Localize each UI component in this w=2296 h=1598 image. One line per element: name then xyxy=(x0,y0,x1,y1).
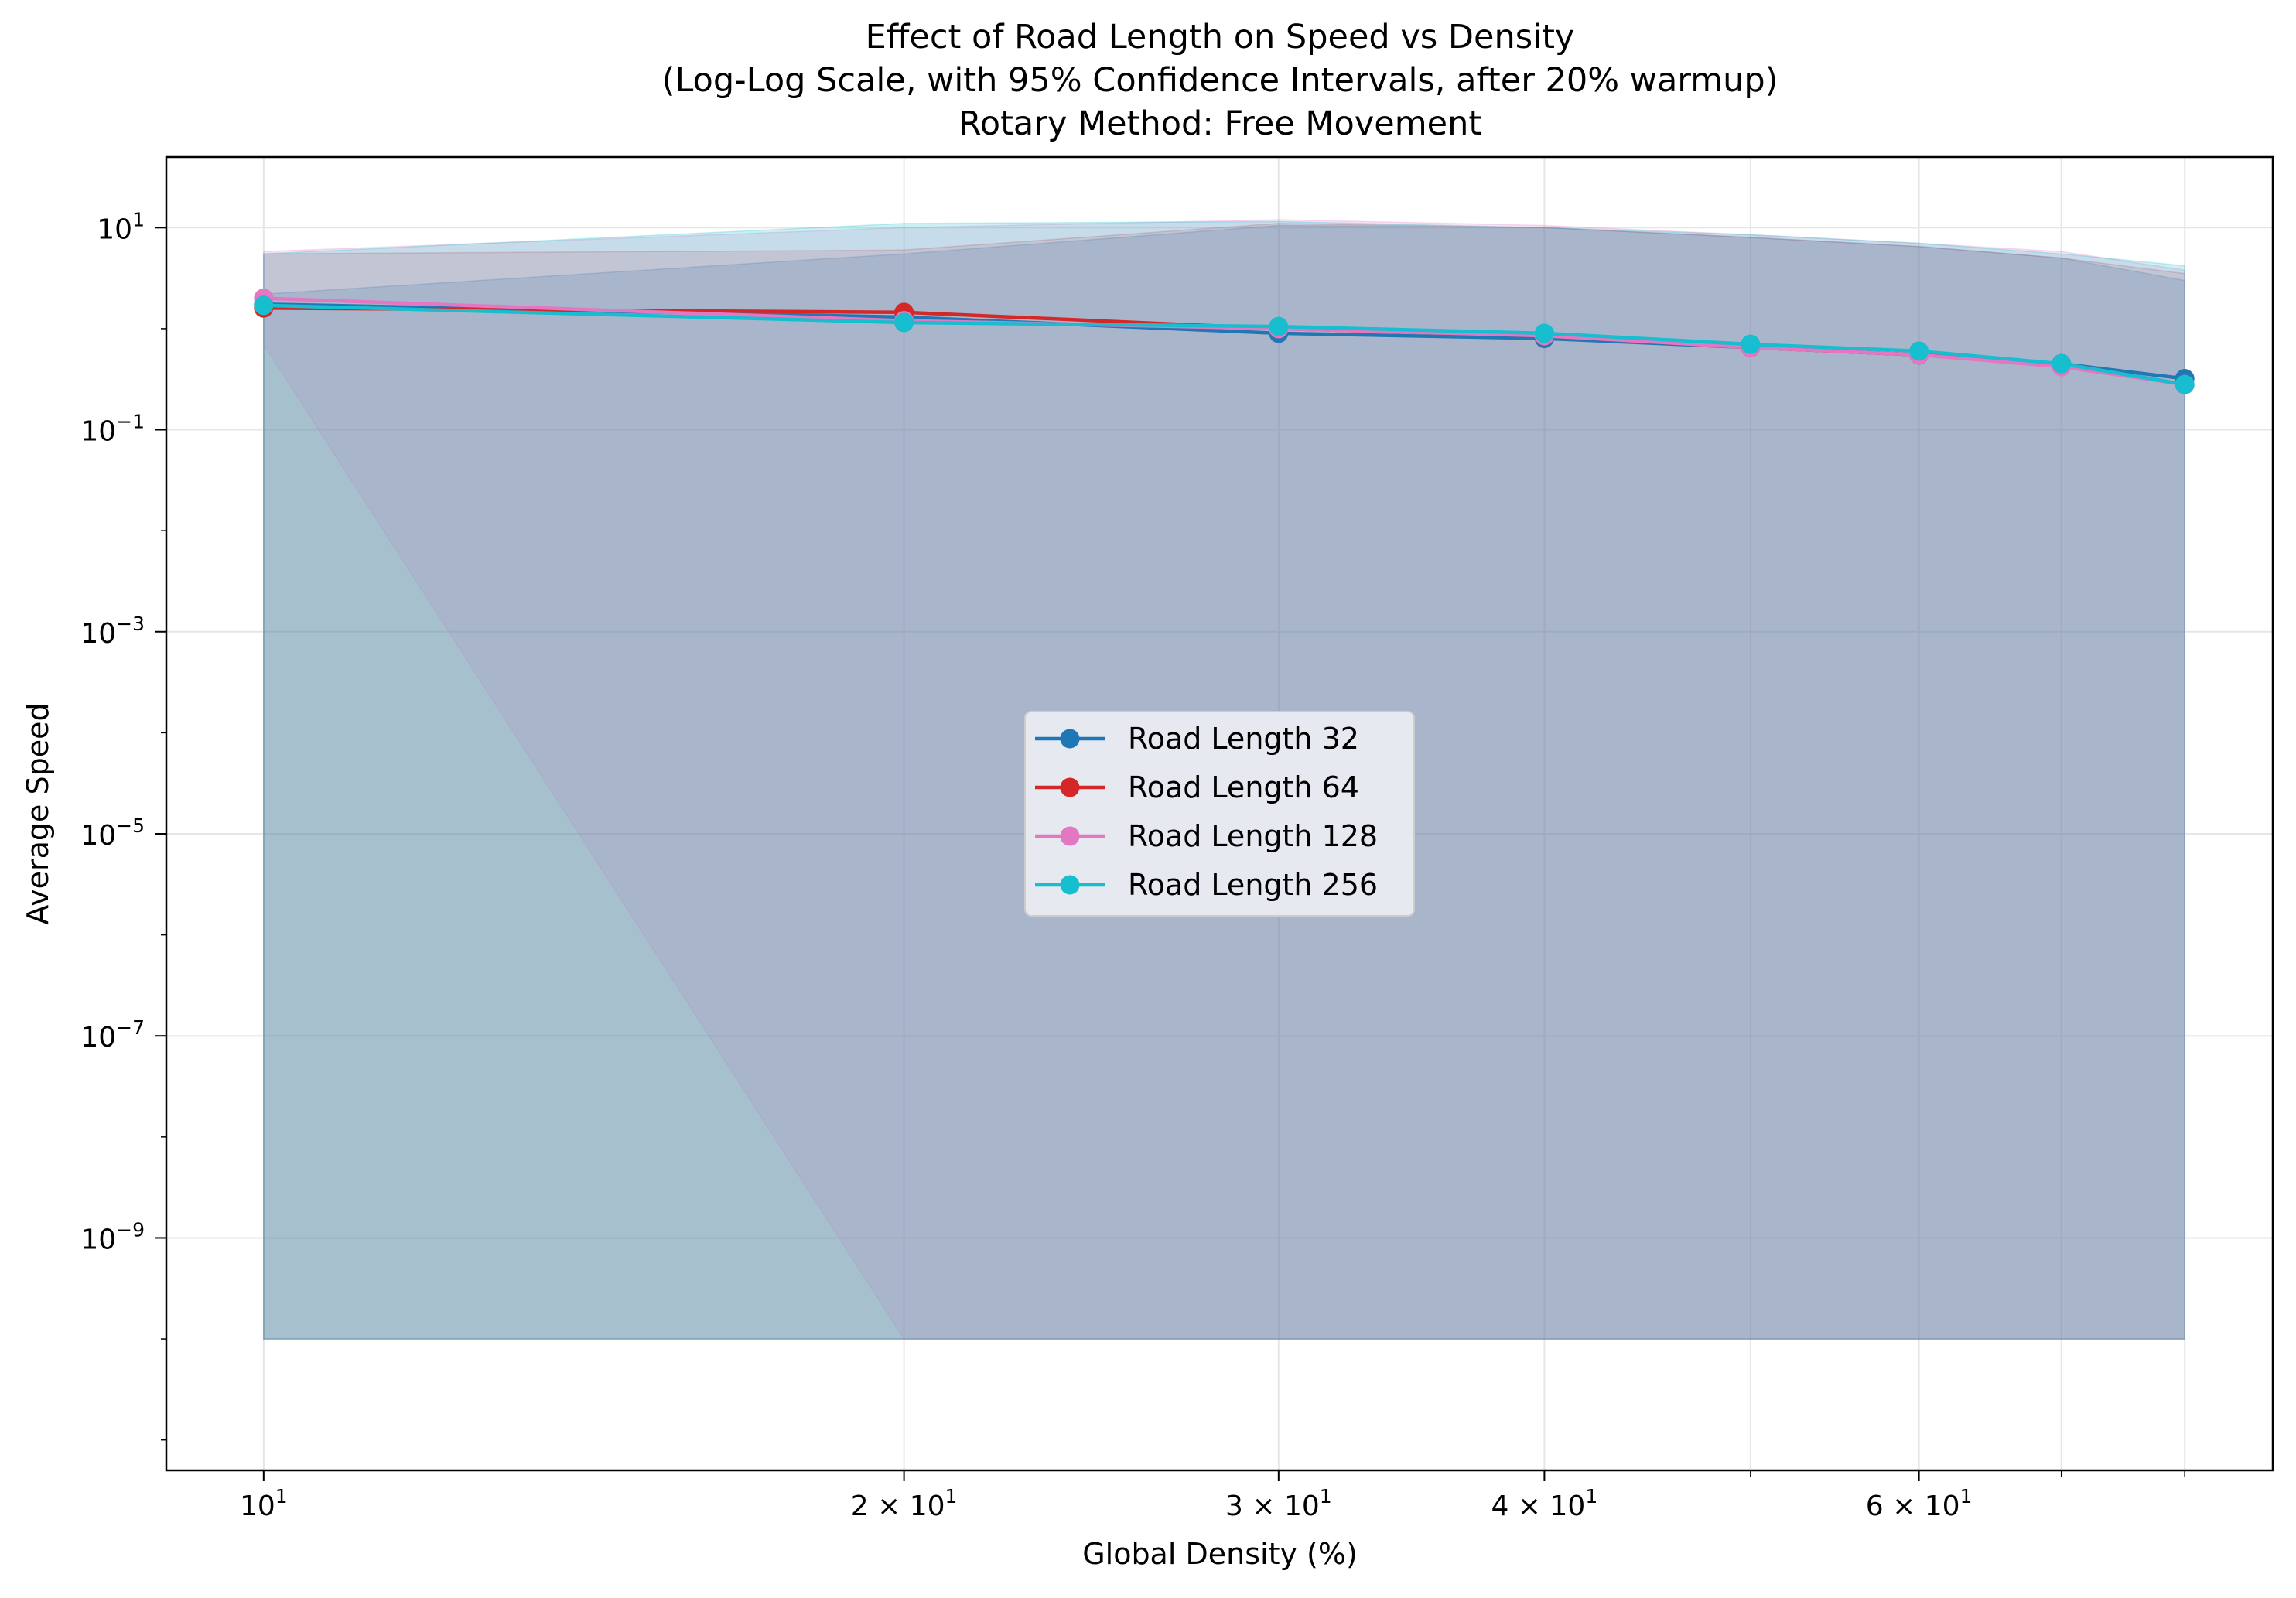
legend-box xyxy=(1024,711,1415,917)
series-lines xyxy=(254,289,2195,394)
x-tick-label: 2 × 101 xyxy=(851,1485,958,1522)
legend-marker xyxy=(1060,729,1080,749)
y-tick-label: 101 xyxy=(97,208,145,245)
y-axis-label: Average Speed xyxy=(21,702,55,924)
data-point xyxy=(2052,353,2072,374)
x-axis-label: Global Density (%) xyxy=(1082,1537,1358,1571)
data-point xyxy=(254,295,274,316)
legend-marker xyxy=(1060,777,1080,797)
legend-marker xyxy=(1060,875,1080,895)
legend-label: Road Length 256 xyxy=(1128,868,1378,902)
plot-frame xyxy=(165,155,2274,1472)
data-point xyxy=(1269,316,1289,336)
legend-label: Road Length 32 xyxy=(1128,722,1359,756)
y-tick-label: 10−5 xyxy=(80,814,145,852)
series-line-4 xyxy=(263,303,2185,387)
x-tick-label: 6 × 101 xyxy=(1866,1485,1973,1522)
y-tick-label: 10−1 xyxy=(80,411,145,448)
chart-title-line-3: Rotary Method: Free Movement xyxy=(958,104,1481,143)
legend: Road Length 32 Road Length 64 Road Length … xyxy=(1024,711,1415,917)
data-point xyxy=(1741,334,1761,354)
grid-layer xyxy=(166,157,2273,1470)
x-tick-label: 101 xyxy=(240,1485,288,1522)
y-tick-label: 10−9 xyxy=(80,1218,145,1255)
x-tick-label: 4 × 101 xyxy=(1491,1485,1598,1522)
chart-title: Effect of Road Length on Speed vs Densit… xyxy=(662,18,1778,143)
y-tick-label: 10−7 xyxy=(80,1016,145,1053)
chart-title-line-2: (Log-Log Scale, with 95% Confidence Inte… xyxy=(662,61,1778,100)
x-tick-label: 3 × 101 xyxy=(1225,1485,1332,1522)
chart-title-line-1: Effect of Road Length on Speed vs Densit… xyxy=(866,18,1575,56)
legend-marker xyxy=(1060,826,1080,846)
data-point xyxy=(1909,341,1929,361)
data-point xyxy=(1534,323,1554,343)
axis-ticks: 101 2 × 101 3 × 101 4 × 101 6 × 101 101 10−1 10… xyxy=(80,208,2185,1522)
y-tick-label: 10−3 xyxy=(80,613,145,650)
confidence-bands xyxy=(263,219,2185,1340)
legend-label: Road Length 64 xyxy=(1128,770,1359,804)
data-point xyxy=(894,312,914,333)
data-point xyxy=(2175,374,2195,394)
legend-label: Road Length 128 xyxy=(1128,819,1378,853)
